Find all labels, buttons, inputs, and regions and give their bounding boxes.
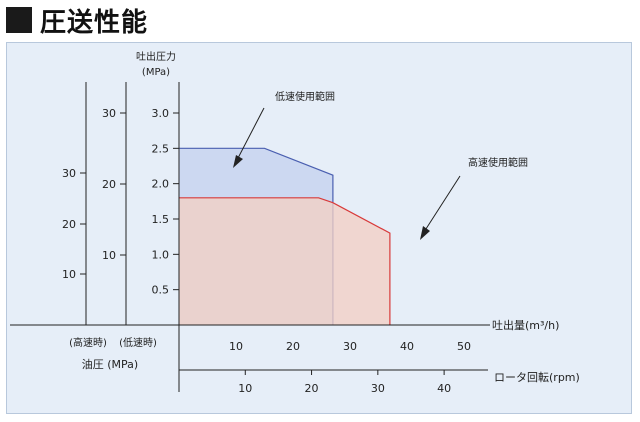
x-tick-label: 20 bbox=[286, 340, 300, 353]
y-axis-label-line1: 吐出圧力 bbox=[136, 50, 176, 63]
heading-title: 圧送性能 bbox=[40, 7, 149, 38]
high-speed-pointer-line bbox=[423, 175, 461, 233]
low-speed-pointer-arrow bbox=[233, 155, 243, 168]
high-speed-pointer-arrow bbox=[420, 226, 430, 240]
y-tick-label: 1.5 bbox=[152, 213, 170, 226]
x-tick-label: 30 bbox=[343, 340, 357, 353]
heading-square-icon bbox=[6, 7, 32, 33]
oil-high-tick-label: 30 bbox=[62, 167, 76, 180]
x2-tick-label: 20 bbox=[305, 382, 319, 395]
high-speed-range-label: 高速使用範囲 bbox=[468, 156, 528, 169]
x-tick-label: 50 bbox=[457, 340, 471, 353]
x2-tick-label: 10 bbox=[238, 382, 252, 395]
series-area-2 bbox=[179, 197, 390, 325]
y-tick-label: 2.5 bbox=[152, 142, 170, 155]
y-tick-label: 1.0 bbox=[152, 248, 170, 261]
y-axis-label-line2: (MPa) bbox=[142, 67, 170, 78]
oil-pressure-label: 油圧 (MPa) bbox=[82, 357, 138, 371]
x-tick-label: 10 bbox=[229, 340, 243, 353]
x2-tick-label: 40 bbox=[437, 382, 451, 395]
y-tick-label: 3.0 bbox=[152, 107, 170, 120]
oil-high-tick-label: 10 bbox=[62, 268, 76, 281]
low-speed-pointer-line bbox=[236, 107, 265, 161]
x2-tick-label: 30 bbox=[371, 382, 385, 395]
oil-low-tick-label: 30 bbox=[102, 107, 116, 120]
oil-low-tick-label: 20 bbox=[102, 178, 116, 191]
oil-axis-low-label: (低速時) bbox=[119, 336, 157, 349]
section-heading: 圧送性能 bbox=[6, 4, 149, 38]
oil-low-tick-label: 10 bbox=[102, 249, 116, 262]
x2-axis-label: ロータ回転(rpm) bbox=[494, 371, 580, 384]
x-tick-label: 40 bbox=[400, 340, 414, 353]
oil-high-tick-label: 20 bbox=[62, 218, 76, 231]
series-outline-2 bbox=[179, 197, 391, 325]
x-axis-label: 吐出量(m³/h) bbox=[492, 318, 559, 332]
low-speed-range-label: 低速使用範囲 bbox=[275, 90, 335, 103]
y-tick-label: 2.0 bbox=[152, 178, 170, 191]
y-tick-label: 0.5 bbox=[152, 284, 170, 297]
oil-axis-high-label: (高速時) bbox=[69, 336, 107, 349]
